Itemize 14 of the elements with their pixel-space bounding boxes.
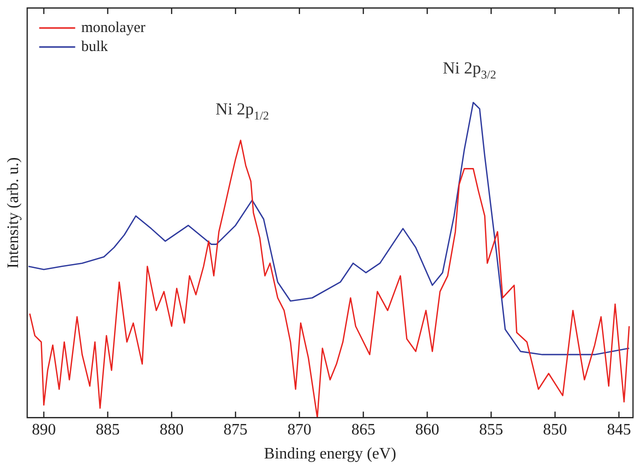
- y-axis-title: Intensity (arb. u.): [4, 157, 22, 268]
- legend-label: monolayer: [81, 20, 146, 36]
- x-tick-label: 885: [96, 421, 120, 438]
- x-tick-label: 845: [606, 421, 631, 438]
- legend-label: bulk: [81, 38, 108, 55]
- x-tick-label: 875: [224, 421, 248, 438]
- x-tick-label: 865: [351, 421, 376, 438]
- x-tick-label: 880: [160, 421, 184, 438]
- x-tick-label: 855: [479, 421, 504, 438]
- x-tick-label: 890: [32, 421, 56, 438]
- x-axis-title: Binding energy (eV): [264, 446, 396, 463]
- x-tick-label: 870: [287, 421, 312, 438]
- x-tick-label: 850: [543, 421, 568, 438]
- x-tick-label: 860: [415, 421, 440, 438]
